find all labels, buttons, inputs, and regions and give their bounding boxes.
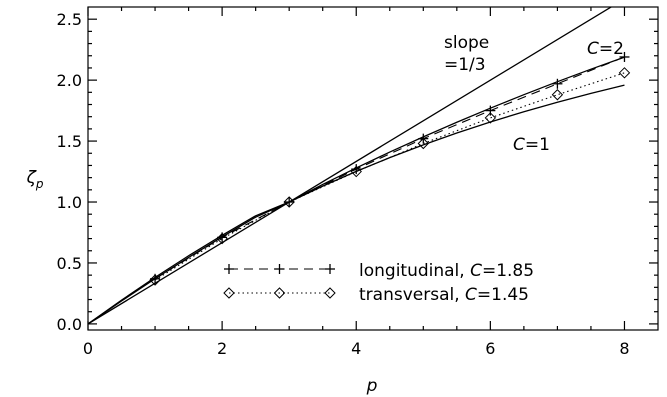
point-transversal bbox=[484, 112, 497, 124]
annotation-c1: C=1 bbox=[513, 135, 550, 155]
y-tick-label: 1.5 bbox=[57, 132, 82, 151]
point-transversal bbox=[618, 67, 631, 79]
y-axis-label: ζp bbox=[26, 168, 44, 191]
point-transversal bbox=[551, 89, 564, 101]
legend-marker-transversal bbox=[324, 287, 336, 299]
point-longitudinal bbox=[351, 164, 362, 175]
y-tick-label: 1.0 bbox=[57, 193, 82, 212]
series-line-transversal bbox=[154, 72, 625, 281]
x-tick-label: 6 bbox=[485, 339, 495, 358]
axis-ticks: 0 2 4 6 8 0.0 0.5 1.0 1.5 2.0 2.5 bbox=[57, 7, 658, 358]
y-tick-label: 2.0 bbox=[57, 71, 82, 90]
legend-marker-longitudinal bbox=[325, 264, 335, 274]
point-longitudinal bbox=[284, 197, 295, 208]
curve-she-leveque-c2 bbox=[88, 56, 625, 325]
legend: longitudinal, C=1.85 transversal, C=1.45 bbox=[223, 261, 534, 305]
point-transversal bbox=[417, 137, 430, 150]
x-axis-label: p bbox=[366, 376, 378, 396]
legend-marker-transversal bbox=[223, 287, 235, 299]
y-tick-label: 2.5 bbox=[57, 10, 82, 29]
x-tick-label: 2 bbox=[217, 339, 227, 358]
y-axis-label-sub: p bbox=[35, 177, 44, 191]
annotation-slope-line2: =1/3 bbox=[444, 55, 486, 75]
x-tick-label: 4 bbox=[351, 339, 361, 358]
x-tick-label: 0 bbox=[83, 339, 93, 358]
point-transversal bbox=[350, 165, 362, 178]
point-longitudinal bbox=[485, 105, 496, 116]
curve-slope-1-3 bbox=[88, 7, 613, 325]
point-longitudinal bbox=[619, 51, 630, 62]
plot-border bbox=[87, 6, 659, 331]
legend-marker-longitudinal bbox=[274, 264, 285, 274]
point-longitudinal bbox=[552, 78, 563, 89]
point-transversal bbox=[149, 274, 161, 286]
curve-she-leveque-c1 bbox=[88, 84, 625, 325]
legend-marker-longitudinal bbox=[224, 264, 234, 274]
y-tick-label: 0.5 bbox=[57, 254, 82, 273]
legend-label-transversal: transversal, C=1.45 bbox=[359, 285, 529, 305]
x-tick-label: 8 bbox=[619, 339, 629, 358]
legend-marker-transversal bbox=[273, 287, 286, 299]
legend-label-longitudinal: longitudinal, C=1.85 bbox=[359, 261, 534, 281]
plot-frame bbox=[87, 6, 659, 331]
series-line-longitudinal bbox=[154, 56, 625, 280]
annotation-slope-line1: slope bbox=[444, 33, 489, 53]
point-transversal bbox=[216, 232, 228, 245]
data-points bbox=[149, 51, 631, 286]
y-tick-label: 0.0 bbox=[57, 315, 82, 334]
annotation-c2: C=2 bbox=[587, 39, 624, 59]
point-transversal bbox=[283, 196, 295, 208]
